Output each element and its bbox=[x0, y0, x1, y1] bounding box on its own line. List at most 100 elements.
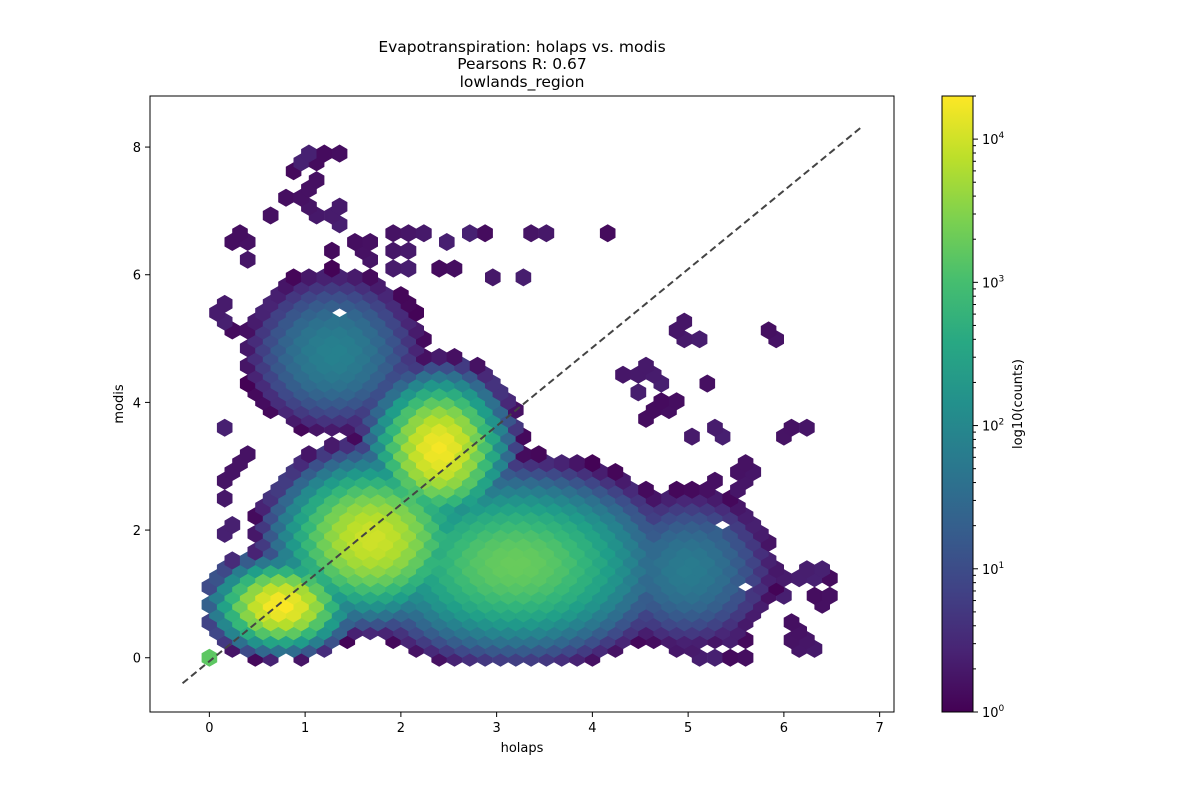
hex-cell bbox=[523, 224, 539, 243]
hex-cell bbox=[760, 321, 777, 340]
hex-cell bbox=[707, 648, 723, 667]
hexbin-cells bbox=[201, 144, 838, 667]
y-axis-label: modis bbox=[112, 384, 127, 423]
hex-cell bbox=[446, 348, 463, 366]
hex-cell bbox=[262, 206, 279, 225]
hex-cell bbox=[638, 356, 654, 375]
x-axis: 0 1 2 3 4 5 6 7 bbox=[205, 712, 884, 736]
colorbar bbox=[941, 95, 974, 713]
hex-cell bbox=[553, 454, 570, 473]
hex-cell bbox=[239, 445, 256, 464]
hex-cell bbox=[224, 551, 241, 570]
hex-cell bbox=[331, 144, 348, 163]
hex-cell bbox=[239, 250, 256, 269]
hex-cell bbox=[799, 418, 815, 437]
x-tick-label: 2 bbox=[397, 721, 405, 736]
hex-cell bbox=[301, 445, 317, 464]
chart-title-line-3: lowlands_region bbox=[459, 73, 585, 91]
hex-cell bbox=[431, 348, 447, 366]
hex-cell bbox=[446, 259, 463, 278]
hex-cell bbox=[431, 259, 447, 278]
hex-cell bbox=[216, 294, 233, 313]
x-tick-label: 7 bbox=[875, 721, 883, 736]
hex-cell bbox=[385, 224, 401, 243]
hex-cell bbox=[707, 471, 723, 490]
hex-cell bbox=[630, 383, 647, 402]
hex-cell bbox=[569, 454, 585, 473]
hex-cell bbox=[301, 144, 317, 163]
hex-cell bbox=[216, 489, 233, 508]
hex-cell bbox=[301, 268, 317, 287]
hex-cell bbox=[347, 268, 363, 287]
hex-cell bbox=[707, 418, 723, 437]
x-tick-label: 4 bbox=[588, 721, 596, 736]
colorbar-label: log10(counts) bbox=[1011, 359, 1026, 449]
hex-cell bbox=[684, 427, 700, 446]
hex-cell bbox=[668, 480, 685, 499]
hex-cell bbox=[814, 560, 830, 579]
y-tick-label: 8 bbox=[133, 141, 141, 156]
hex-cell bbox=[806, 586, 823, 605]
x-tick-label: 0 bbox=[205, 721, 213, 736]
hex-cell bbox=[201, 648, 218, 667]
hex-cell bbox=[469, 356, 486, 375]
hex-cell bbox=[347, 233, 363, 251]
y-tick-label: 4 bbox=[133, 396, 141, 411]
hex-cell bbox=[699, 374, 716, 393]
hex-cell bbox=[316, 144, 333, 163]
hex-cell bbox=[362, 233, 378, 251]
hex-cell bbox=[308, 171, 325, 190]
hex-cell bbox=[515, 268, 532, 287]
hex-cell bbox=[599, 224, 616, 243]
hex-cell bbox=[538, 224, 555, 243]
colorbar-tick-label: 101 bbox=[982, 561, 1004, 578]
hex-cell bbox=[393, 286, 409, 305]
hex-cell bbox=[584, 454, 601, 473]
colorbar-tick-label: 104 bbox=[982, 131, 1005, 148]
hex-cell bbox=[737, 454, 754, 473]
y-tick-label: 0 bbox=[133, 652, 141, 667]
hex-cell bbox=[324, 241, 340, 260]
colorbar-tick-label: 102 bbox=[982, 418, 1004, 435]
y-axis: 0 2 4 6 8 bbox=[133, 141, 150, 667]
hex-cell bbox=[216, 418, 233, 437]
hex-cell bbox=[362, 268, 378, 287]
hex-cell bbox=[324, 436, 340, 455]
hex-cell bbox=[530, 445, 547, 464]
hex-cell bbox=[783, 613, 800, 632]
hex-cell bbox=[232, 224, 248, 243]
hex-cell bbox=[822, 586, 838, 605]
hex-cell bbox=[385, 241, 401, 260]
colorbar-tick-label: 103 bbox=[982, 274, 1004, 291]
hex-cell bbox=[684, 480, 700, 499]
x-tick-label: 3 bbox=[492, 721, 500, 736]
hex-cell bbox=[477, 224, 493, 243]
hex-cell bbox=[737, 648, 754, 667]
hex-cell bbox=[462, 224, 478, 243]
plot-frame bbox=[149, 95, 895, 713]
colorbar-ticks: 100 101 102 103 104 bbox=[973, 95, 1005, 721]
y-tick-label: 2 bbox=[133, 524, 141, 539]
hex-cell bbox=[799, 560, 815, 579]
hex-cell bbox=[485, 268, 501, 287]
hex-cell bbox=[331, 197, 348, 216]
chart-title-line-2: Pearsons R: 0.67 bbox=[457, 55, 587, 73]
hex-cell bbox=[285, 268, 302, 287]
reference-line-1to1 bbox=[181, 127, 862, 685]
colorbar-tick-label: 100 bbox=[982, 704, 1005, 721]
hex-cell bbox=[691, 330, 708, 349]
hex-cell bbox=[722, 648, 739, 667]
hex-cell bbox=[638, 480, 654, 499]
hex-cell bbox=[607, 463, 624, 481]
hex-cell bbox=[224, 516, 241, 535]
hex-cell bbox=[400, 224, 417, 243]
hex-cell bbox=[653, 392, 670, 411]
hex-cell bbox=[439, 233, 455, 251]
hex-cell bbox=[385, 259, 401, 278]
hex-cell bbox=[400, 259, 417, 278]
x-axis-label: holaps bbox=[501, 741, 544, 756]
y-tick-label: 6 bbox=[133, 269, 141, 284]
hex-cell bbox=[668, 392, 685, 411]
hex-cell bbox=[400, 241, 417, 260]
